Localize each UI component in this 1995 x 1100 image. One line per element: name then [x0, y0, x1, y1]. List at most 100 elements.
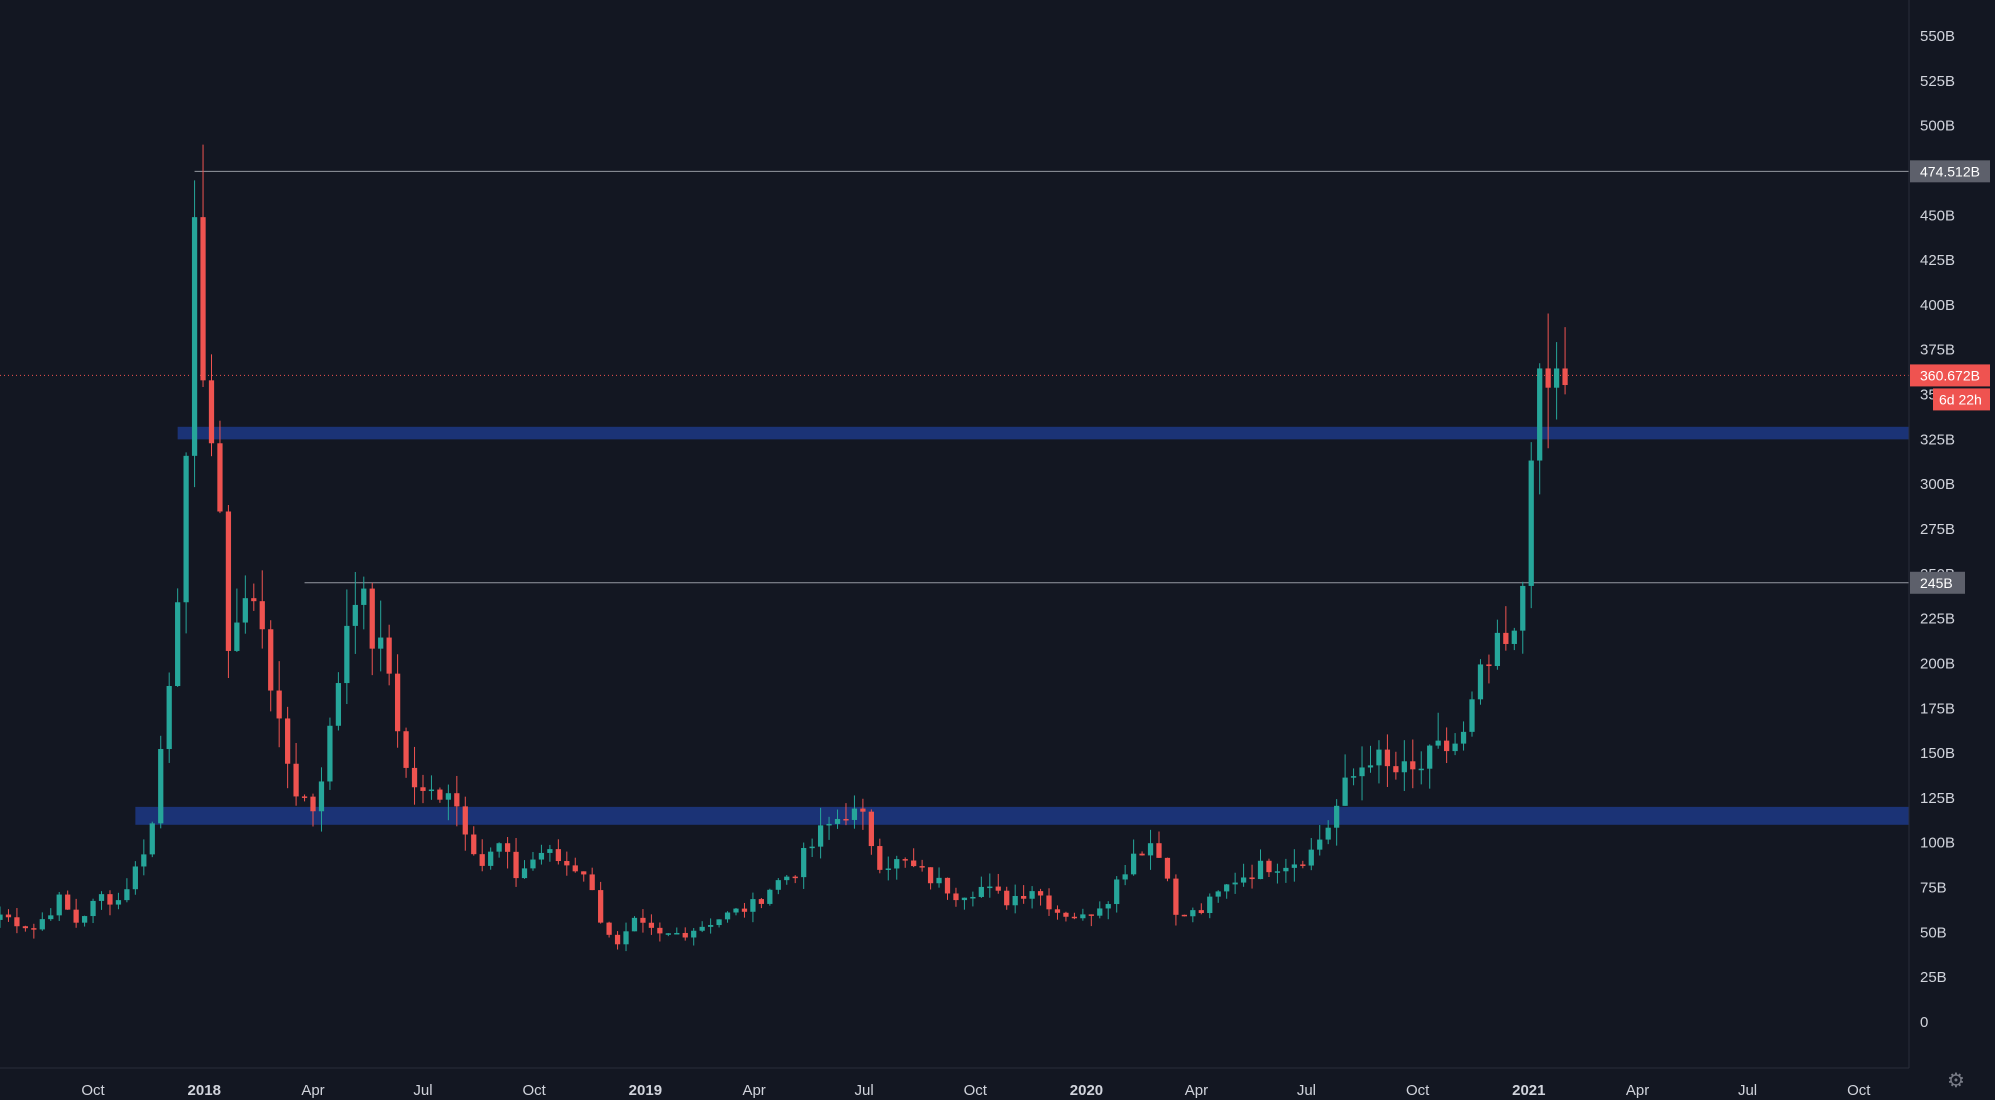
candle-body [310, 796, 316, 812]
candle-body [1257, 860, 1264, 880]
candle-body [183, 455, 189, 603]
price-axis-tick-label: 175B [1920, 700, 1955, 717]
candle-body [741, 908, 748, 912]
candle-body [902, 859, 908, 861]
candle-body [361, 588, 367, 605]
price-axis-tick-label: 125B [1920, 790, 1955, 807]
candle-body [1317, 839, 1323, 850]
candle-body [589, 874, 595, 891]
candle-body [1156, 843, 1162, 858]
price-axis-tick-label: 375B [1920, 342, 1955, 359]
price-axis-tick-label: 0 [1920, 1014, 1928, 1031]
candle-body [81, 916, 88, 923]
time-axis-tick-label: 2019 [629, 1082, 662, 1099]
candle-body [411, 767, 418, 788]
candle-body [1494, 632, 1501, 667]
candle-body [301, 796, 308, 798]
candle-body [936, 877, 942, 884]
candle-body [200, 217, 206, 381]
price-axis-tick-label: 150B [1920, 745, 1955, 762]
candle-body [1334, 805, 1340, 828]
candle-body [1088, 914, 1094, 916]
candle-body [1562, 368, 1568, 386]
candle-body [1384, 749, 1391, 767]
candle-body [564, 861, 570, 866]
candle-body [1469, 699, 1475, 732]
time-axis-tick-label: Oct [964, 1082, 988, 1099]
candle-body [1097, 908, 1103, 916]
price-level-tag-label: 474.512B [1920, 163, 1980, 179]
candle-body [581, 871, 587, 875]
time-axis-tick-label: Oct [523, 1082, 547, 1099]
price-axis-tick-label: 550B [1920, 28, 1955, 45]
price-level-tag-label: 245B [1920, 575, 1953, 591]
time-axis-tick-label: Oct [1406, 1082, 1430, 1099]
candle-body [1071, 916, 1078, 919]
candle-body [1249, 877, 1255, 880]
candle-body [614, 934, 621, 945]
candle-body [1190, 910, 1196, 917]
candle-body [995, 886, 1001, 891]
candle-body [606, 922, 612, 935]
candle-body [1537, 368, 1543, 461]
candle-body [775, 880, 781, 890]
candle-body [868, 811, 874, 847]
zone-band [177, 426, 1909, 440]
candle-body [1063, 912, 1069, 917]
time-axis-tick-label: Jul [413, 1082, 432, 1099]
candle-body [141, 854, 147, 867]
gear-icon[interactable]: ⚙ [1947, 1070, 1965, 1092]
candle-body [944, 877, 951, 894]
candle-body [1164, 857, 1171, 879]
candle-body [1139, 853, 1145, 856]
candle-body [1435, 740, 1441, 746]
candle-body [1486, 664, 1492, 667]
candle-body [1198, 910, 1204, 914]
candlestick-series [0, 144, 1568, 952]
candle-body [191, 217, 198, 456]
candle-body [1325, 827, 1331, 840]
candle-body [817, 825, 824, 847]
candle-body [1418, 768, 1424, 771]
time-axis-tick-label: Jul [855, 1082, 874, 1099]
candle-body [1130, 853, 1137, 875]
candle-body [1147, 843, 1154, 856]
candle-body [1029, 891, 1035, 899]
candle-body [1004, 890, 1010, 906]
candle-body [623, 931, 629, 945]
candle-body [1545, 368, 1551, 388]
candle-body [691, 930, 697, 938]
price-axis-tick-label: 325B [1920, 431, 1955, 448]
countdown-tag [1933, 388, 1990, 411]
candle-body [547, 849, 553, 853]
candle-body [488, 851, 494, 866]
candle-body [530, 859, 536, 869]
candle-body [445, 793, 451, 800]
candle-body [5, 914, 12, 918]
time-axis-tick-label: Apr [301, 1082, 324, 1099]
candle-body [674, 932, 680, 935]
price-axis-tick-label: 200B [1920, 655, 1955, 672]
candle-body [1274, 871, 1281, 873]
price-axis-tick-label: 75B [1920, 880, 1947, 897]
candle-body [504, 843, 511, 852]
candle-body [65, 894, 71, 910]
candle-body [1181, 914, 1187, 917]
candle-body [758, 899, 765, 904]
candle-body [919, 866, 925, 868]
candle-body [22, 926, 29, 929]
candle-body [352, 604, 358, 626]
candle-body [513, 851, 519, 879]
candle-body [276, 690, 282, 719]
candle-body [699, 926, 705, 931]
time-axis[interactable]: Oct 2018 Apr Jul Oct 2019 Apr Jul Oct 2020 Apr Jul O… [81, 1082, 1871, 1099]
countdown-tag-label: 6d 22h [1939, 391, 1982, 407]
candle-body [885, 868, 891, 870]
price-axis-tick-label: 275B [1920, 521, 1955, 538]
candle-body [335, 683, 342, 726]
price-axis-tick-label: 525B [1920, 73, 1955, 90]
candle-body [1300, 864, 1306, 866]
candle-body [767, 889, 773, 904]
